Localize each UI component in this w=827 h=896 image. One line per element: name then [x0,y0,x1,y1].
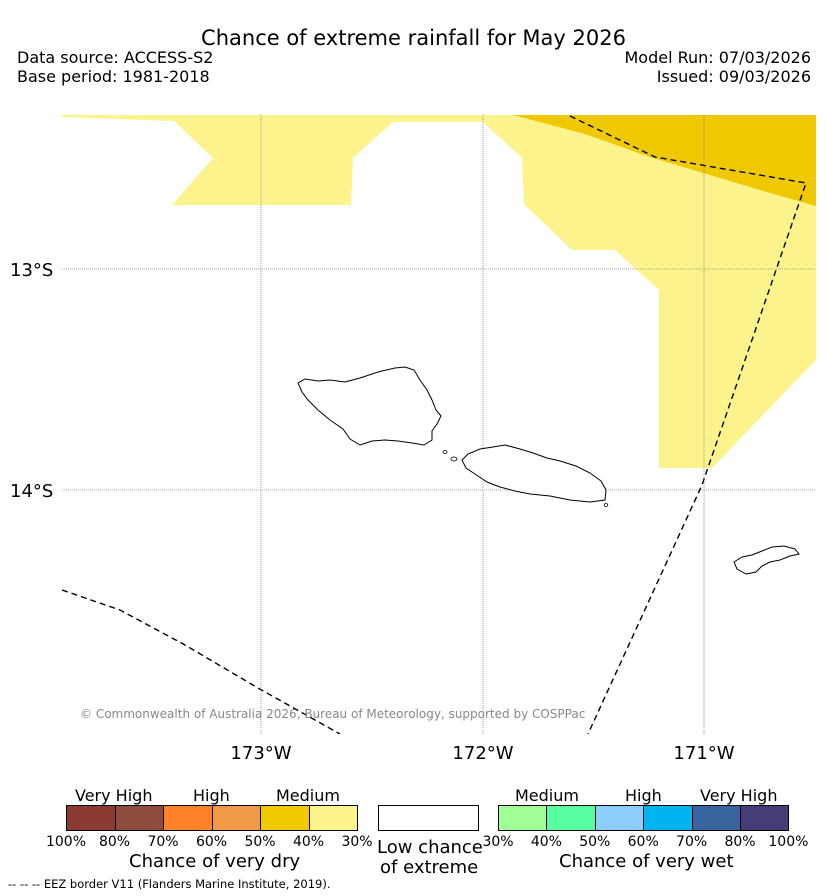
issued-date: Issued: 09/03/2026 [656,67,811,86]
dry-tick-label: 80% [98,834,131,850]
neutral-swatch [378,805,479,831]
dry-tick-label: 40% [292,834,325,850]
dry-tick-label: 50% [244,834,276,850]
island-tutuila [733,545,800,575]
dry-swatch-3 [211,805,261,831]
wet-tick-label: 70% [676,834,708,850]
island-savaii [297,366,442,446]
wet-tick-label: 80% [724,834,756,850]
islet [450,456,458,462]
island-upolu [461,444,607,503]
lat-label-14s: 14°S [10,481,53,502]
neutral-caption-line1: Low chance [377,837,483,858]
base-period: Base period: 1981-2018 [17,67,210,86]
dry-swatch-5 [308,805,358,831]
dry-swatch-1 [114,805,164,831]
wet-swatch-0 [498,805,548,831]
map-title: Chance of extreme rainfall for May 2026 [201,26,626,50]
dry-tick-label: 70% [147,834,179,850]
model-run: Model Run: 07/03/2026 [624,48,812,67]
wet-swatch-4 [691,805,741,831]
dry-region-light-west [62,115,483,205]
dry-swatch-2 [163,805,213,831]
wet-tick-label: 100% [768,834,809,850]
wet-swatch-3 [643,805,693,831]
dry-region-light-east [483,115,816,468]
lon-label-173w: 173°W [230,743,291,764]
dry-header-medium: Medium [276,786,340,805]
wet-tick-label: 40% [530,834,562,850]
dry-tick-label: 100% [45,834,87,850]
eez-footnote: -- -- -- EEZ border V11 (Flanders Marine… [8,877,331,891]
lat-label-13s: 13°S [10,260,53,281]
dry-caption: Chance of very dry [129,851,301,872]
data-source: Data source: ACCESS-S2 [17,48,214,67]
islet [442,450,448,454]
wet-header-medium: Medium [515,786,579,805]
dry-swatch-0 [66,805,116,831]
lon-label-172w: 172°W [452,743,513,764]
neutral-caption-line2: of extreme [380,857,479,878]
wet-tick-label: 60% [627,834,659,850]
dry-region-medium [513,115,816,206]
eez-border [62,115,807,734]
dry-header-high: High [193,786,230,805]
dry-header-very-high: Very High [75,786,153,805]
dry-tick-label: 60% [195,834,228,850]
wet-tick-label: 50% [579,834,611,850]
wet-tick-label: 30% [482,834,514,850]
wet-swatch-5 [740,805,790,831]
wet-swatch-1 [546,805,596,831]
islet [603,503,609,507]
dry-tick-label: 30% [341,834,373,850]
wet-header-high: High [625,786,662,805]
copyright-notice: © Commonwealth of Australia 2026, Bureau… [80,707,586,721]
dry-swatch-4 [260,805,310,831]
wet-caption: Chance of very wet [559,851,734,872]
gridlines [62,115,816,734]
wet-header-very-high: Very High [700,786,778,805]
wet-swatch-2 [594,805,645,831]
lon-label-171w: 171°W [673,743,734,764]
